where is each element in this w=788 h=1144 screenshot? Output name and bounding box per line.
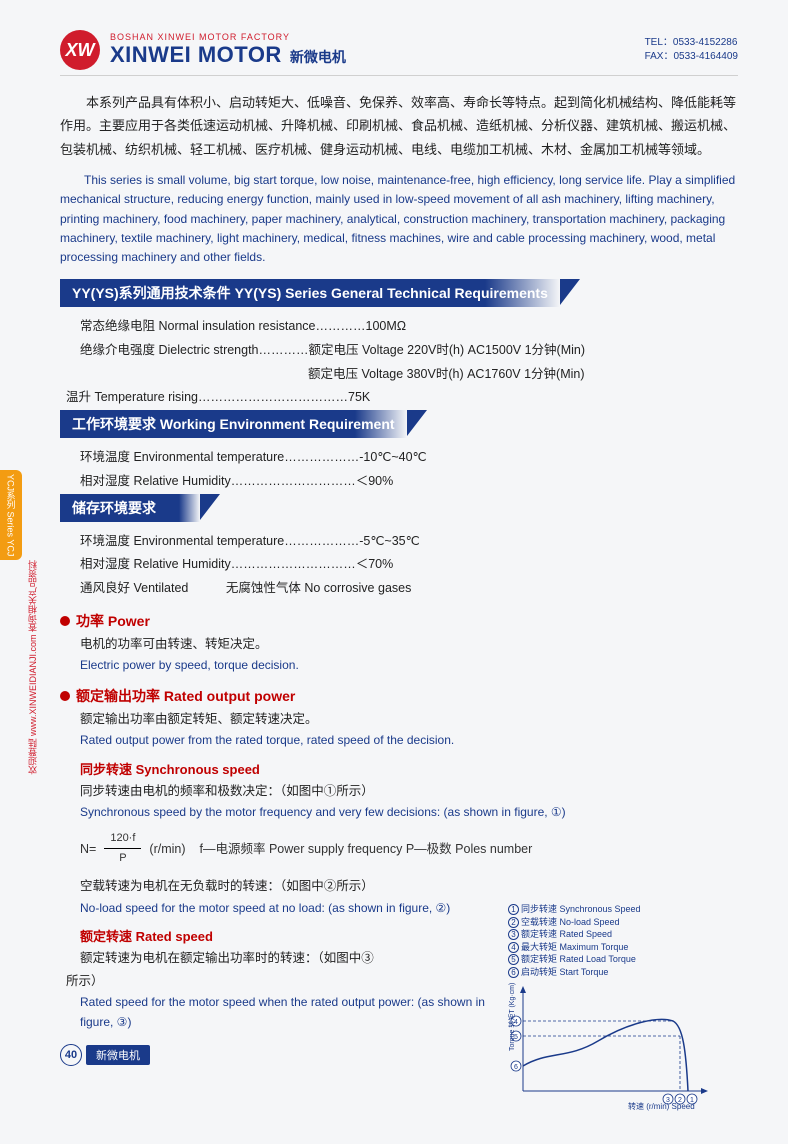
storage-temp: 环境温度 Environmental temperature………………-5℃~… (60, 530, 738, 554)
chart-legend: 1同步转速 Synchronous Speed2空载转速 No-load Spe… (508, 903, 738, 979)
page-footer: 40 新微电机 (60, 1044, 150, 1066)
bullet-rated-power: 额定输出功率 Rated output power (60, 686, 738, 706)
contact-block: TEL：0533-4152286 FAX：0533-4164409 (645, 36, 738, 64)
formula-den: P (113, 849, 132, 869)
rated-power-cn: 额定输出功率由额定转矩、额定转速决定。 (60, 708, 738, 731)
page-header: XW BOSHAN XINWEI MOTOR FACTORY XINWEI MO… (60, 30, 738, 76)
power-en: Electric power by speed, torque decision… (60, 655, 738, 675)
rated-speed-cn1: 额定转速为电机在额定输出功率时的转速：（如图中③ (60, 947, 498, 970)
env-temp: 环境温度 Environmental temperature………………-10℃… (60, 446, 738, 470)
storage-ventilated: 通风良好 Ventilated 无腐蚀性气体 No corrosive gase… (60, 577, 738, 601)
formula-n: N= (80, 838, 96, 861)
footer-brand: 新微电机 (86, 1045, 150, 1065)
rated-power-en: Rated output power from the rated torque… (60, 730, 738, 750)
power-title: 功率 Power (76, 611, 150, 631)
logo-badge: XW (60, 30, 100, 70)
factory-name-en: BOSHAN XINWEI MOTOR FACTORY (110, 32, 645, 42)
rated-speed-cn2: 所示） (60, 970, 498, 993)
svg-text:Torque 转矩T (Kg·cm): Torque 转矩T (Kg·cm) (508, 982, 516, 1050)
tel-value: 0533-4152286 (673, 37, 738, 48)
svg-text:转速 (r/min) Speed: 转速 (r/min) Speed (628, 1101, 695, 1111)
page-number: 40 (60, 1044, 82, 1066)
bullet-dot-icon (60, 616, 70, 626)
storage-humidity: 相对湿度 Relative Humidity…………………………＜70% (60, 553, 738, 577)
spec-dielectric-2: 额定电压 Voltage 380V时(h) AC1760V 1分钟(Min) (60, 363, 738, 387)
section-tech-req: YY(YS)系列通用技术条件 YY(YS) Series General Tec… (60, 279, 560, 307)
spec-dielectric-1: 绝缘介电强度 Dielectric strength…………额定电压 Volta… (60, 339, 738, 363)
sync-title: 同步转速 Synchronous speed (60, 759, 738, 778)
brand-cn: 新微电机 (290, 47, 346, 67)
fax-label: FAX： (645, 51, 674, 62)
bullet-power: 功率 Power (60, 611, 738, 631)
noload-cn: 空载转速为电机在无负载时的转速：（如图中②所示） (60, 875, 738, 898)
rated-speed-en: Rated speed for the motor speed when the… (60, 992, 498, 1033)
brand-en: XINWEI MOTOR (110, 42, 282, 68)
sync-cn: 同步转速由电机的频率和极数决定：（如图中①所示） (60, 780, 738, 803)
section-storage-env: 储存环境要求 (60, 494, 200, 522)
formula-desc: f—电源频率 Power supply frequency P—极数 Poles… (200, 838, 533, 861)
intro-en: This series is small volume, big start t… (60, 171, 738, 267)
env-humidity: 相对湿度 Relative Humidity…………………………＜90% (60, 470, 738, 494)
spec-temp-rise: 温升 Temperature rising………………………………75K (60, 386, 738, 410)
formula-unit: (r/min) (149, 838, 185, 861)
svg-text:6: 6 (514, 1064, 518, 1071)
tel-label: TEL： (645, 37, 673, 48)
torque-speed-chart: 1同步转速 Synchronous Speed2空载转速 No-load Spe… (508, 903, 738, 1114)
chart-svg: 123456Torque 转矩T (Kg·cm)转速 (r/min) Speed (508, 981, 718, 1111)
formula-fraction: 120·f P (104, 829, 141, 870)
sync-formula: N= 120·f P (r/min) f—电源频率 Power supply f… (60, 829, 738, 870)
power-cn: 电机的功率可由转速、转矩决定。 (60, 633, 738, 656)
spec-insulation: 常态绝缘电阻 Normal insulation resistance…………1… (60, 315, 738, 339)
fax-value: 0533-4164409 (673, 51, 738, 62)
section-working-env: 工作环境要求 Working Environment Requirement (60, 410, 407, 438)
rated-speed-title: 额定转速 Rated speed (60, 926, 498, 945)
sync-en: Synchronous speed by the motor frequency… (60, 802, 738, 822)
bullet-dot-icon (60, 691, 70, 701)
intro-cn: 本系列产品具有体积小、启动转矩大、低噪音、免保养、效率高、寿命长等特点。起到简化… (60, 91, 738, 161)
formula-num: 120·f (104, 829, 141, 850)
rated-power-title: 额定输出功率 Rated output power (76, 686, 295, 706)
